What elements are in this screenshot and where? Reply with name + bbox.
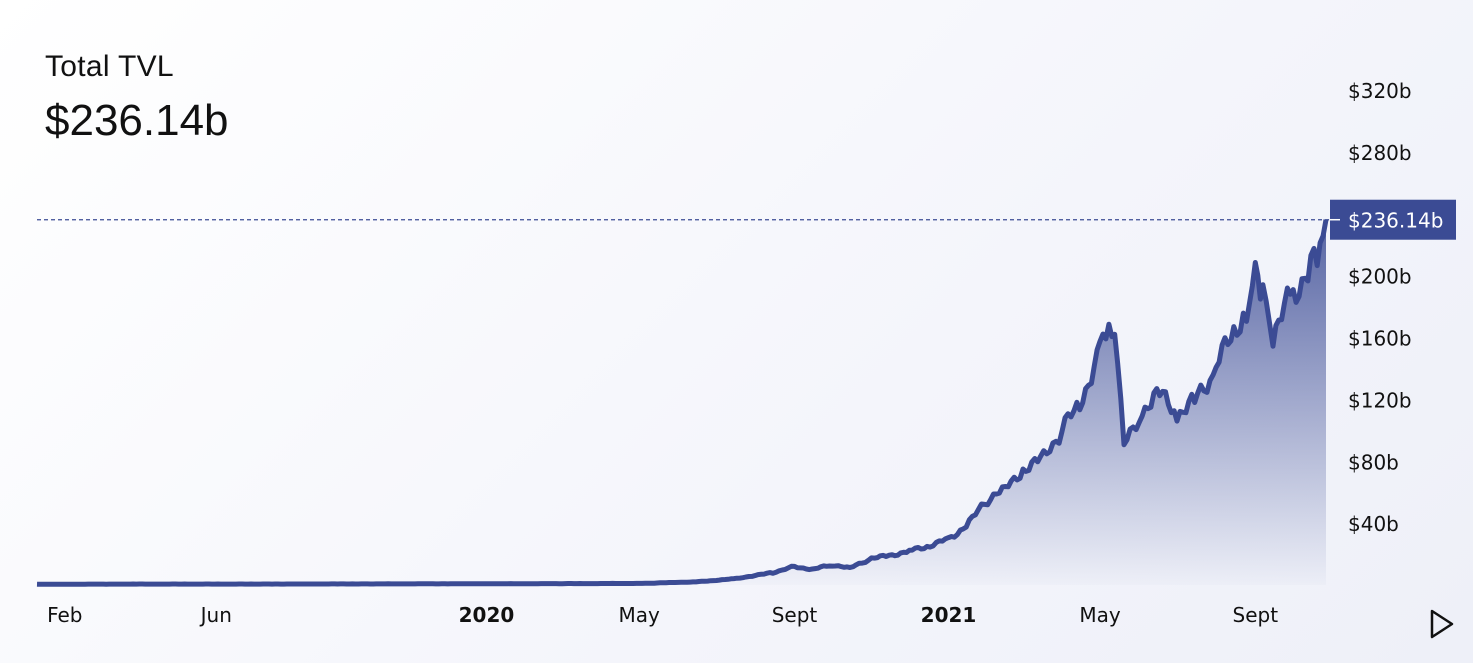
x-tick-label: Sept	[772, 603, 818, 627]
play-icon[interactable]	[1428, 608, 1456, 640]
y-tick-label: $120b	[1348, 388, 1412, 412]
current-value-label: $236.14b	[1348, 209, 1443, 233]
x-tick-label: May	[619, 603, 661, 627]
y-tick-label: $80b	[1348, 450, 1399, 474]
tvl-area-fill	[37, 219, 1326, 585]
y-tick-label: $320b	[1348, 79, 1412, 103]
chart-title: Total TVL	[45, 50, 174, 83]
x-tick-label: 2020	[459, 603, 515, 627]
y-tick-label: $280b	[1348, 141, 1412, 165]
y-tick-label: $200b	[1348, 265, 1412, 289]
y-tick-label: $40b	[1348, 512, 1399, 536]
x-tick-label: 2021	[921, 603, 977, 627]
x-tick-label: May	[1079, 603, 1121, 627]
x-tick-label: Jun	[199, 603, 232, 627]
x-tick-label: Sept	[1233, 603, 1279, 627]
y-tick-label: $160b	[1348, 327, 1412, 351]
x-tick-label: Feb	[47, 603, 82, 627]
current-value-badge	[1330, 199, 1456, 240]
total-value: $236.14b	[45, 96, 229, 145]
tvl-series-line	[36, 219, 1329, 587]
